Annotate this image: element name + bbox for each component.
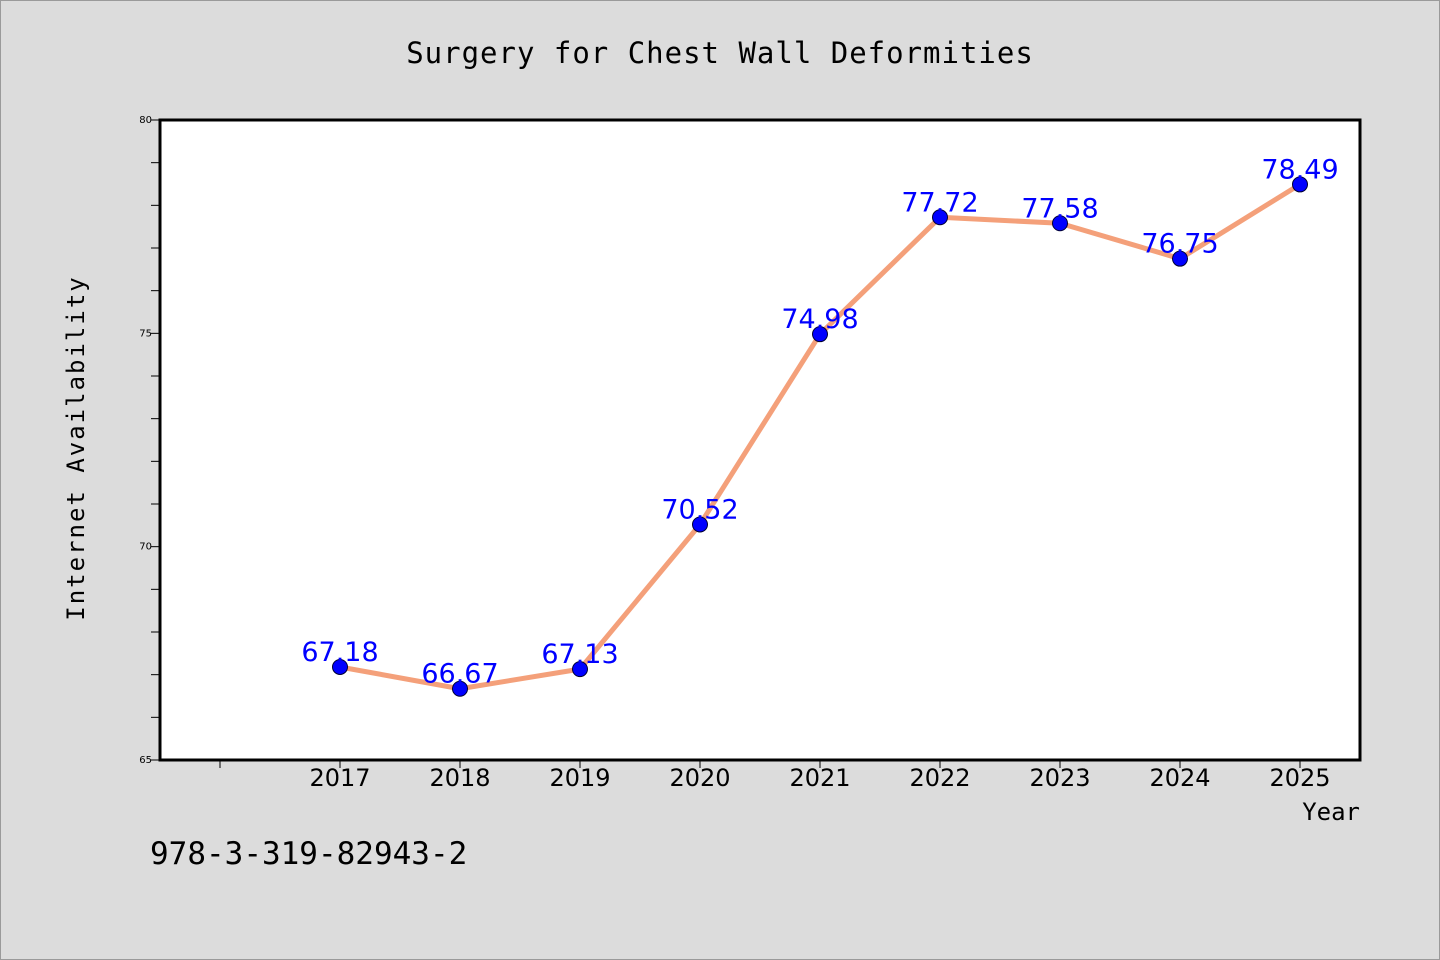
data-point [332,658,348,675]
data-label: 70.52 [661,494,738,525]
data-label: 78.49 [1261,154,1338,185]
data-label: 67.13 [541,639,618,670]
data-label: 77.58 [1021,193,1098,224]
x-tick-label: 2020 [669,764,730,792]
data-point [1052,215,1068,232]
y-axis-label: Internet Availability [62,275,90,620]
x-axis-label: Year [1302,798,1360,826]
x-tick-label: 2024 [1149,764,1210,792]
data-point [812,326,828,343]
x-tick-label: 2018 [429,764,490,792]
data-label: 77.72 [901,187,978,218]
data-label: 66.67 [421,659,498,690]
data-point [452,680,468,697]
y-tick-label: 70 [139,542,152,553]
y-tick-label: 75 [139,328,152,339]
data-label: 67.18 [301,637,378,668]
data-point [932,209,948,226]
data-point [1172,250,1188,267]
series-group: 67.18 66.67 67.13 70.52 74.98 77.72 77.58 76.75… [301,154,1339,697]
x-tick-label: 2017 [309,764,370,792]
data-label: 76.75 [1141,229,1218,260]
footnote-isbn: 978-3-319-82943-2 [150,836,467,872]
axes: 65 70 75 80 2017 2018 2019 2020 2021 2022 2023 2024… [139,115,1330,792]
x-tick-label: 2023 [1029,764,1090,792]
data-point [572,661,588,678]
x-tick-label: 2025 [1269,764,1330,792]
x-tick-label: 2021 [789,764,850,792]
y-tick-label: 80 [139,115,152,126]
chart-title: Surgery for Chest Wall Deformities [406,36,1034,70]
x-tick-label: 2019 [549,764,610,792]
data-label: 74.98 [781,304,858,335]
x-tick-label: 2022 [909,764,970,792]
data-point [692,516,708,533]
y-tick-label: 65 [139,755,152,766]
plot-area [158,118,1362,762]
data-point [1292,176,1308,193]
